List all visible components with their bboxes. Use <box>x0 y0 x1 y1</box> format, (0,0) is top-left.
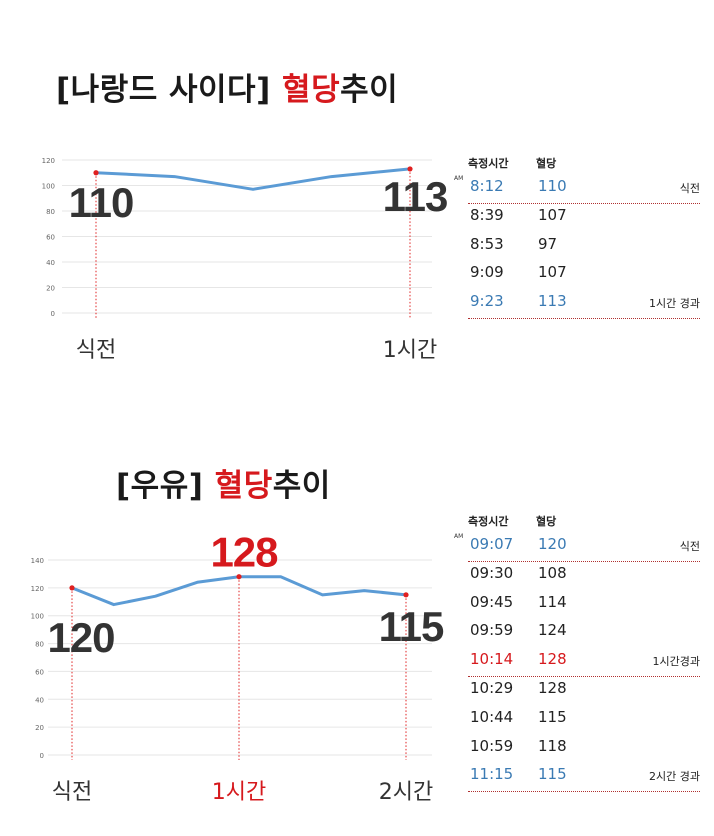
row-time: 09:07 <box>470 535 514 553</box>
row-value: 97 <box>538 234 558 253</box>
table-row: 10:59 118 <box>468 735 700 763</box>
table-row: 10:29 128 <box>468 677 700 705</box>
y-tick-label: 20 <box>46 285 55 293</box>
row-note: 1시간경과 <box>652 655 700 669</box>
y-tick-label: 100 <box>42 183 55 191</box>
row-time: 8:39 <box>470 205 504 224</box>
x-axis-label: 1시간 <box>383 338 437 363</box>
row-note: 식전 <box>679 182 700 195</box>
value-callout: 110 <box>69 179 134 226</box>
y-tick-label: 80 <box>35 641 44 649</box>
am-label: AM <box>454 175 464 182</box>
row-value: 107 <box>538 205 567 224</box>
table-row: 10:14 128 1시간경과 <box>468 648 700 678</box>
row-time: 9:09 <box>470 263 504 282</box>
data-point-marker <box>407 166 413 172</box>
row-time: 10:29 <box>470 679 514 697</box>
chart1-title-red: 혈당 <box>282 72 341 108</box>
chart2-title-red: 혈당 <box>214 468 273 504</box>
row-value: 124 <box>538 621 567 640</box>
am-label: AM <box>454 533 464 540</box>
row-value: 114 <box>538 592 567 611</box>
chart1-title-main: [나랑드 사이다] <box>56 72 271 108</box>
table-row: AM 8:12 110 식전 <box>454 175 700 204</box>
value-callout: 128 <box>210 529 278 576</box>
row-time: 8:53 <box>470 234 504 253</box>
chart2-title-tail: 추이 <box>272 468 331 504</box>
table1-header-time: 측정시간 <box>468 157 509 170</box>
data-point-marker <box>93 170 99 176</box>
row-value: 110 <box>538 177 567 195</box>
table-row: 11:15 115 2시간 경과 <box>468 763 700 793</box>
data-point-marker <box>69 585 75 591</box>
y-tick-label: 100 <box>31 613 44 621</box>
table-row: 09:59 124 <box>468 619 700 647</box>
row-value: 107 <box>538 263 567 282</box>
table-row: 8:39 107 <box>468 204 700 232</box>
chart1-title: [나랑드 사이다] 혈당추이 <box>56 64 398 109</box>
table-row: 09:30 108 <box>468 562 700 590</box>
row-time: 8:12 <box>470 177 504 195</box>
row-value: 115 <box>538 707 567 726</box>
chart1-title-tail: 추이 <box>340 72 399 108</box>
y-tick-label: 60 <box>46 234 55 242</box>
y-tick-label: 40 <box>35 696 44 704</box>
table-row: 09:45 114 <box>468 591 700 619</box>
y-tick-label: 120 <box>31 585 44 593</box>
row-value: 108 <box>538 563 567 582</box>
row-value: 128 <box>538 650 567 669</box>
value-callout: 113 <box>383 173 448 220</box>
x-axis-label: 2시간 <box>379 780 433 805</box>
row-time: 10:59 <box>470 736 514 755</box>
row-time: 9:23 <box>470 292 504 311</box>
table1-header-value: 혈당 <box>536 157 557 170</box>
row-note: 2시간 경과 <box>649 770 700 784</box>
table-row: 10:44 115 <box>468 706 700 734</box>
table-row: 9:09 107 <box>468 261 700 289</box>
y-tick-label: 0 <box>51 310 55 318</box>
row-value: 128 <box>538 679 567 697</box>
x-axis-label: 식전 <box>52 780 92 805</box>
row-time: 11:15 <box>470 765 514 784</box>
row-note: 1시간 경과 <box>649 297 700 311</box>
row-time: 09:45 <box>470 592 514 611</box>
data-point-marker <box>403 592 409 598</box>
row-time: 09:59 <box>470 621 514 640</box>
row-value: 115 <box>538 765 567 784</box>
row-time: 10:44 <box>470 707 514 726</box>
row-value: 113 <box>538 292 567 311</box>
table-row: 8:53 97 <box>468 233 700 261</box>
table2-header-value: 혈당 <box>536 515 557 528</box>
table2-header-time: 측정시간 <box>468 515 509 528</box>
row-value: 120 <box>538 535 567 553</box>
y-tick-label: 40 <box>46 259 55 267</box>
table-row: 9:23 113 1시간 경과 <box>468 290 700 320</box>
chart2-title: [우유] 혈당추이 <box>116 460 331 505</box>
table-row: AM 09:07 120 식전 <box>454 533 700 562</box>
y-tick-label: 140 <box>31 557 44 565</box>
chart2-title-main: [우유] <box>116 468 204 504</box>
x-axis-label: 식전 <box>76 338 116 363</box>
value-callout: 115 <box>379 603 444 650</box>
row-time: 10:14 <box>470 650 514 669</box>
y-tick-label: 0 <box>40 752 44 760</box>
row-note: 식전 <box>679 540 700 553</box>
data-point-marker <box>236 574 242 580</box>
series-line <box>94 167 412 191</box>
y-tick-label: 60 <box>35 668 44 676</box>
y-tick-label: 20 <box>35 724 44 732</box>
value-callout: 120 <box>47 614 114 661</box>
row-value: 118 <box>538 736 567 755</box>
y-tick-label: 80 <box>46 208 55 216</box>
y-tick-label: 120 <box>42 157 55 165</box>
x-axis-label: 1시간 <box>212 780 266 805</box>
row-time: 09:30 <box>470 563 514 582</box>
